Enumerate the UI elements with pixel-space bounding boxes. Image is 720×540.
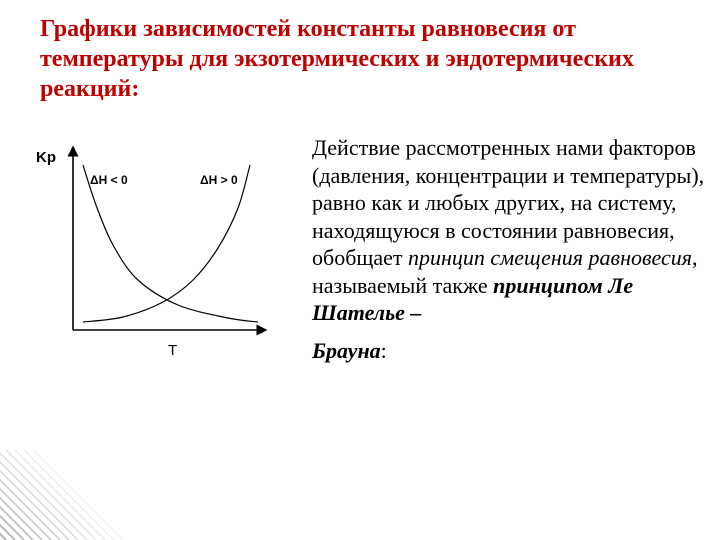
svg-text:ΔH < 0: ΔH < 0	[90, 173, 128, 187]
body-italic: принцип смещения равновесия	[408, 245, 692, 270]
body-bolditalic2: Брауна	[312, 338, 381, 363]
equilibrium-chart: Kp T ΔH < 0 ΔH > 0	[28, 130, 288, 360]
chart-svg: Kp T ΔH < 0 ΔH > 0	[28, 130, 288, 360]
slide: Графики зависимостей константы равновеси…	[0, 0, 720, 540]
svg-text:T: T	[168, 342, 177, 359]
body-paragraph: Действие рассмотренных нами факторов (да…	[312, 134, 712, 364]
body-close: :	[381, 338, 387, 363]
svg-text:ΔH > 0: ΔH > 0	[200, 173, 238, 187]
svg-text:Kp: Kp	[36, 149, 56, 166]
corner-hatch-decoration	[0, 450, 200, 540]
slide-title: Графики зависимостей константы равновеси…	[40, 14, 680, 104]
